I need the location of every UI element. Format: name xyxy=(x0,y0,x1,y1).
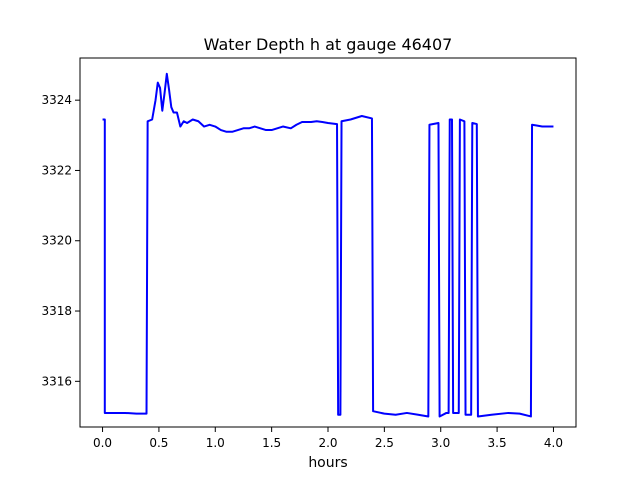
x-tick-label: 3.0 xyxy=(431,436,450,450)
y-axis: 3316 3318 3320 3322 3324 xyxy=(41,93,80,388)
x-tick-label: 0.0 xyxy=(93,436,112,450)
x-tick-label: 2.5 xyxy=(375,436,394,450)
x-tick-label: 2.0 xyxy=(318,436,337,450)
y-tick-label: 3320 xyxy=(41,234,72,248)
y-tick-label: 3324 xyxy=(41,93,72,107)
y-tick-label: 3318 xyxy=(41,304,72,318)
x-axis-label: hours xyxy=(308,455,347,471)
x-tick-label: 0.5 xyxy=(149,436,168,450)
y-tick-label: 3322 xyxy=(41,163,72,177)
x-tick-label: 3.5 xyxy=(488,436,507,450)
chart-title: Water Depth h at gauge 46407 xyxy=(204,35,453,54)
plot-area xyxy=(102,72,554,418)
x-tick-label: 1.5 xyxy=(262,436,281,450)
axes-frame xyxy=(79,57,577,428)
series-line xyxy=(102,72,554,418)
x-tick-label: 1.0 xyxy=(206,436,225,450)
y-tick-label: 3316 xyxy=(41,374,72,388)
x-axis: 0.0 0.5 1.0 1.5 2.0 2.5 3.0 3.5 4.0 xyxy=(93,427,563,450)
x-tick-label: 4.0 xyxy=(544,436,563,450)
